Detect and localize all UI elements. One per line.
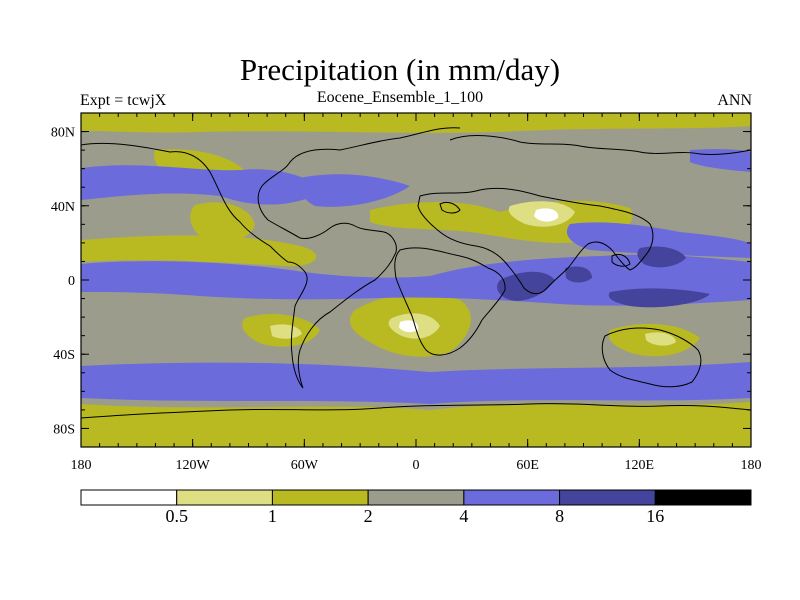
lat-tick-label: 80S [53, 422, 75, 437]
colorbar-label: 8 [555, 506, 564, 526]
antarctic-band [81, 402, 751, 447]
pacific-dry-zone [81, 235, 317, 267]
colorbar-swatch [367, 489, 465, 506]
colorbar-swatch [271, 489, 369, 506]
east-asia-wet [566, 222, 751, 258]
lon-tick-label: 0 [413, 458, 420, 473]
colorbar-label: 16 [646, 506, 664, 526]
namib-core [399, 320, 419, 333]
colorbar-label: 1 [268, 506, 277, 526]
bay-wet [565, 266, 592, 283]
colorbar-swatch [463, 489, 561, 506]
lat-tick-label: 80N [51, 126, 75, 141]
australia-coast [601, 327, 702, 388]
north-atlantic-storm-track [298, 174, 410, 207]
aus-desert [645, 332, 676, 346]
itcz-band [81, 254, 751, 306]
colorbar-swatch [80, 489, 178, 506]
indonesia-islands [611, 253, 631, 267]
lon-tick-label: 180 [71, 458, 92, 473]
na-west-dry [190, 202, 255, 241]
africa-coast [394, 247, 506, 356]
north-pacific-storm-track [81, 165, 325, 205]
maritime-wet [608, 288, 710, 308]
colorbar-label: 4 [459, 506, 468, 526]
coastlines [81, 127, 751, 419]
arctic-band [81, 113, 751, 133]
lat-tick-label: 40S [53, 348, 75, 363]
colorbar-swatch [559, 489, 656, 506]
eurasia-coast [417, 187, 654, 295]
lon-tick-label: 180 [741, 458, 762, 473]
lon-tick-label: 60E [516, 458, 539, 473]
antarctica-coast [81, 403, 751, 419]
patagonia-dry [270, 324, 302, 339]
colorbar-swatch [654, 489, 752, 506]
lat-tick-label: 0 [68, 274, 75, 289]
americas-coast [81, 127, 461, 389]
experiment-label: Expt = tcwjX [80, 92, 167, 109]
lat-tick-label: 40N [51, 200, 75, 215]
arctic-coast [449, 135, 751, 155]
colorbar-label: 2 [364, 506, 373, 526]
colorbar: 0.5 1 2 4 8 16 [80, 489, 752, 526]
lon-tick-label: 120E [625, 458, 655, 473]
colorbar-label: 0.5 [165, 506, 188, 526]
southern-storm-track [81, 362, 751, 404]
lon-tick-label: 120W [176, 458, 211, 473]
arabia-core [534, 208, 559, 222]
pacific-warm-pool-wet [637, 246, 686, 268]
ensemble-label: Eocene_Ensemble_1_100 [316, 89, 484, 106]
indian-ocean-wet [497, 271, 555, 301]
lon-tick-label: 60W [291, 458, 319, 473]
europe-islands [439, 201, 461, 214]
map-title: Precipitation (in mm/day) [239, 52, 561, 87]
axis-ticks: 180 120W 60W 0 60E 120E 180 80N 40N 0 40S 80S [51, 113, 762, 473]
precipitation-field [81, 113, 751, 447]
colorbar-swatch [176, 489, 273, 506]
season-label: ANN [717, 92, 752, 109]
ne-pacific-wet [690, 149, 751, 172]
